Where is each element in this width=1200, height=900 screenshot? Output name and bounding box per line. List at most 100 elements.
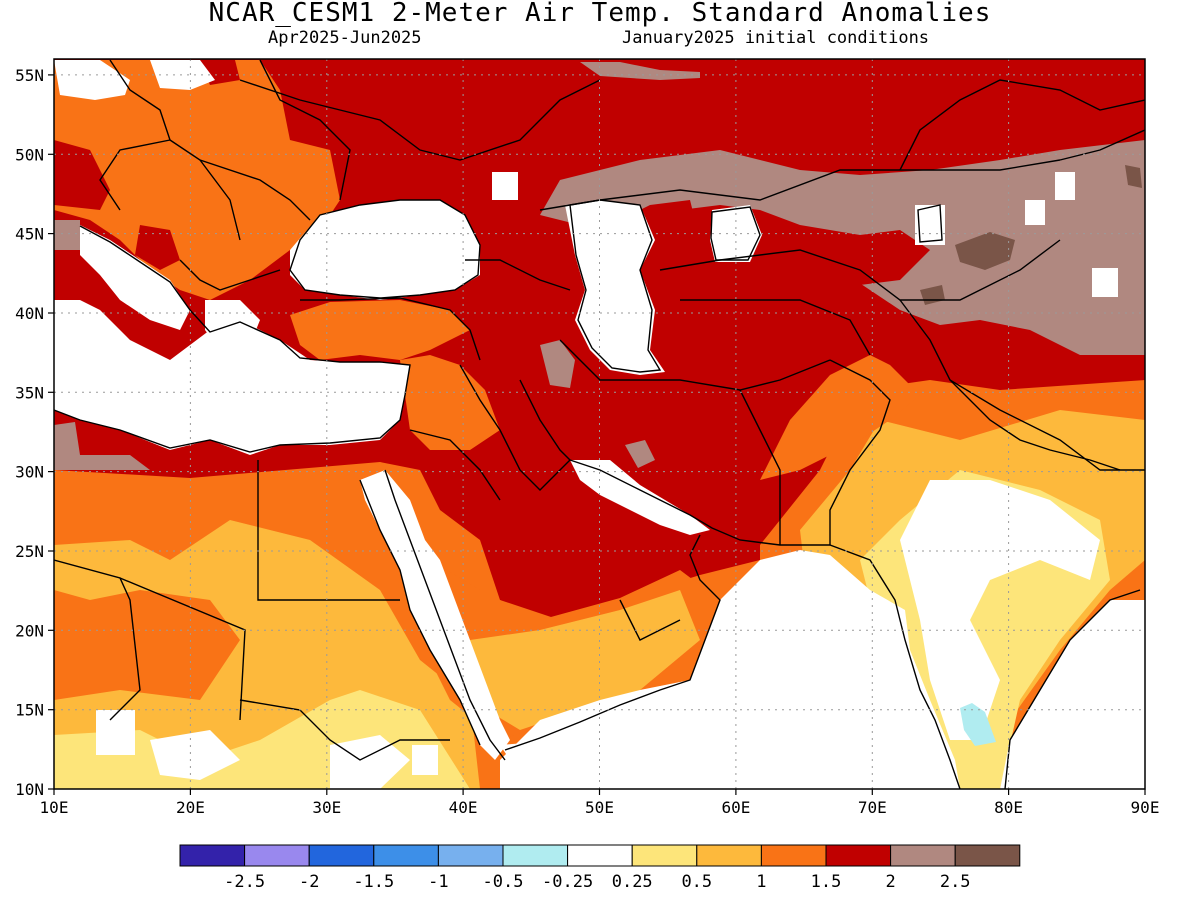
border-africa-3: [54, 559, 141, 721]
field-dark-brown: [955, 232, 1015, 270]
mask-bay-of-bengal: [1000, 600, 1145, 789]
field-pakistan-orange: [760, 355, 920, 480]
lat-label-10n: 10N: [15, 780, 44, 799]
mask-small-lakes-3: [1092, 268, 1118, 297]
border-europe-2: [99, 139, 171, 211]
map-title: NCAR_CESM1 2-Meter Air Temp. Standard An…: [208, 0, 992, 28]
coast-lake-balkhash: [917, 204, 943, 243]
lat-label-35n: 35N: [15, 383, 44, 402]
colorbar-swatch-3: [373, 844, 439, 867]
coast-caspian: [569, 199, 662, 373]
colorbar-label-10: 2: [885, 872, 895, 892]
colorbar-swatch-0: [179, 844, 246, 867]
border-india-north: [829, 359, 891, 545]
field-dark-brown-3: [1125, 165, 1142, 188]
lon-label-90e: 90E: [1131, 798, 1160, 817]
border-india-nepal: [949, 379, 1121, 471]
mask-north-sea: [54, 60, 130, 100]
mask-balkhash: [915, 205, 945, 245]
mask-small-lakes-2: [1055, 172, 1075, 200]
lat-label-55n: 55N: [15, 66, 44, 85]
field-turkey-orange: [290, 300, 470, 360]
lat-label-45n: 45N: [15, 225, 44, 244]
colorbar-swatch-8: [696, 844, 762, 867]
grid-lines: [54, 59, 1145, 789]
coast-gulf: [569, 459, 830, 546]
lat-labels: 10N 15N 20N 25N 30N 35N 40N 45N 50N 55N: [15, 66, 44, 799]
field-brown-small-1: [540, 340, 575, 388]
forecast-period: Apr2025-Jun2025: [268, 28, 422, 48]
lat-label-15n: 15N: [15, 701, 44, 720]
border-russia: [259, 59, 351, 201]
colorbar-label-4: -0.5: [483, 872, 524, 892]
border-africa-1: [257, 460, 400, 601]
field-brown-small-2: [580, 62, 700, 80]
border-arabia: [619, 599, 681, 641]
border-mideast-1: [459, 364, 571, 491]
colorbar-swatch-12: [954, 844, 1021, 867]
colorbar-swatch-2: [308, 844, 375, 867]
field-africa-white: [150, 730, 240, 780]
coast-arabia-south: [504, 534, 721, 751]
lat-label-30n: 30N: [15, 463, 44, 482]
border-africa-4: [239, 699, 450, 761]
border-china: [899, 299, 1145, 471]
mask-small-lakes-1: [492, 172, 518, 200]
colorbar-label-9: 1.5: [811, 872, 842, 892]
coast-black-sea: [289, 199, 481, 299]
mask-persian-gulf: [570, 460, 710, 535]
mask-baltic: [150, 60, 215, 90]
coastlines: [54, 59, 1145, 789]
colorbar-swatch-10: [825, 844, 892, 867]
coast-india-west: [829, 544, 961, 789]
border-iran-west: [519, 379, 571, 461]
lon-label-40e: 40E: [449, 798, 478, 817]
lat-label-20n: 20N: [15, 621, 44, 640]
border-caucasus: [465, 259, 571, 291]
colorbar-swatch-9: [760, 844, 827, 867]
field-india-cyan: [960, 703, 996, 746]
lon-label-60e: 60E: [721, 798, 750, 817]
lon-labels: 10E 20E 30E 40E 50E 60E 70E 80E 90E: [40, 798, 1160, 817]
colorbar-label-5: -0.25: [542, 872, 593, 892]
colorbar-swatch-4: [437, 844, 504, 867]
lon-label-30e: 30E: [312, 798, 341, 817]
field-brown-small-3: [625, 440, 655, 468]
border-europe-3: [239, 79, 601, 161]
colorbar-swatch-11: [890, 844, 956, 867]
lat-label-40n: 40N: [15, 304, 44, 323]
colorbar-label-1: -2: [299, 872, 319, 892]
mask-small-lakes-4: [412, 745, 438, 775]
field-brown-small-4: [54, 422, 150, 470]
field-levant-orange: [400, 355, 500, 450]
border-balkans: [179, 259, 281, 291]
lat-label-25n: 25N: [15, 542, 44, 561]
colorbar-swatch-7: [631, 844, 698, 867]
mask-red-sea: [360, 470, 510, 760]
field-africa-white-2: [330, 735, 410, 789]
colorbar-swatch-1: [244, 844, 310, 867]
border-kazakh: [539, 159, 1061, 211]
coast-red-sea-west: [384, 469, 506, 761]
coast-mediterranean: [54, 225, 411, 453]
border-mideast-3: [559, 339, 831, 391]
mask-small-lakes-5: [96, 710, 135, 755]
field-arabia-light: [470, 590, 700, 730]
colorbar-label-6: 0.25: [612, 872, 653, 892]
mask-aral: [710, 205, 762, 262]
lon-label-70e: 70E: [858, 798, 887, 817]
field-europe-red-patch-2: [135, 225, 180, 270]
colorbar-label-3: -1: [428, 872, 448, 892]
field-europe-red-patch: [54, 140, 110, 210]
border-iran-east: [739, 389, 781, 545]
colorbar-swatch-6: [567, 844, 633, 867]
field-brown-small-5: [54, 220, 80, 250]
field-europe-orange: [54, 60, 340, 300]
border-turkey: [300, 297, 481, 361]
mask-small-lakes-6: [1025, 200, 1045, 225]
field-india-white: [900, 480, 1100, 740]
anomaly-field: [54, 59, 1145, 789]
lon-label-20e: 20E: [176, 798, 205, 817]
coast-red-sea-east: [359, 479, 481, 746]
